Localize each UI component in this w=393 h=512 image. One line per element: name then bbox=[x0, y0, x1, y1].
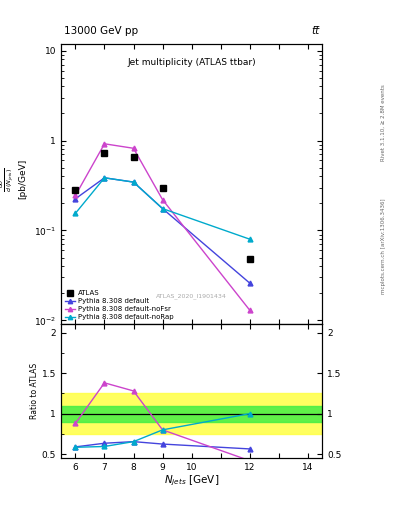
Pythia 8.308 default-noRap bbox=[247, 236, 252, 242]
Text: $\frac{d\sigma^{fid}}{d\,(\mathit{N}_{jets})}$
[pb/GeV]: $\frac{d\sigma^{fid}}{d\,(\mathit{N}_{je… bbox=[0, 159, 27, 199]
Pythia 8.308 default-noRap bbox=[73, 210, 78, 217]
Pythia 8.308 default bbox=[73, 196, 78, 202]
Line: ATLAS: ATLAS bbox=[72, 150, 253, 262]
ATLAS bbox=[73, 187, 78, 194]
Pythia 8.308 default bbox=[160, 205, 165, 211]
Pythia 8.308 default-noFsr bbox=[160, 197, 165, 203]
Line: Pythia 8.308 default-noRap: Pythia 8.308 default-noRap bbox=[73, 176, 252, 242]
Pythia 8.308 default bbox=[247, 280, 252, 286]
Line: Pythia 8.308 default-noFsr: Pythia 8.308 default-noFsr bbox=[73, 141, 252, 312]
Pythia 8.308 default-noRap bbox=[102, 175, 107, 181]
Text: ATLAS_2020_I1901434: ATLAS_2020_I1901434 bbox=[156, 293, 227, 299]
Pythia 8.308 default-noFsr bbox=[73, 193, 78, 199]
Text: tt̅: tt̅ bbox=[311, 27, 320, 36]
Text: 13000 GeV pp: 13000 GeV pp bbox=[64, 27, 138, 36]
Pythia 8.308 default bbox=[102, 175, 107, 181]
ATLAS bbox=[131, 154, 136, 160]
Pythia 8.308 default-noFsr bbox=[131, 145, 136, 152]
X-axis label: $\mathit{N}_{jets}$ [GeV]: $\mathit{N}_{jets}$ [GeV] bbox=[164, 474, 219, 488]
Text: Jet multiplicity (ATLAS ttbar): Jet multiplicity (ATLAS ttbar) bbox=[127, 57, 256, 67]
Legend: ATLAS, Pythia 8.308 default, Pythia 8.308 default-noFsr, Pythia 8.308 default-no: ATLAS, Pythia 8.308 default, Pythia 8.30… bbox=[64, 289, 174, 321]
Line: Pythia 8.308 default: Pythia 8.308 default bbox=[73, 176, 252, 286]
Text: mcplots.cern.ch [arXiv:1306.3436]: mcplots.cern.ch [arXiv:1306.3436] bbox=[381, 198, 386, 293]
Text: Rivet 3.1.10, ≥ 2.8M events: Rivet 3.1.10, ≥ 2.8M events bbox=[381, 84, 386, 161]
Pythia 8.308 default-noFsr bbox=[247, 307, 252, 313]
Y-axis label: Ratio to ATLAS: Ratio to ATLAS bbox=[30, 364, 39, 419]
Pythia 8.308 default-noRap bbox=[131, 179, 136, 185]
Pythia 8.308 default-noRap bbox=[160, 205, 165, 211]
Pythia 8.308 default-noFsr bbox=[102, 141, 107, 147]
ATLAS bbox=[247, 256, 252, 262]
Pythia 8.308 default bbox=[131, 179, 136, 185]
ATLAS bbox=[102, 151, 107, 157]
ATLAS bbox=[160, 184, 165, 190]
